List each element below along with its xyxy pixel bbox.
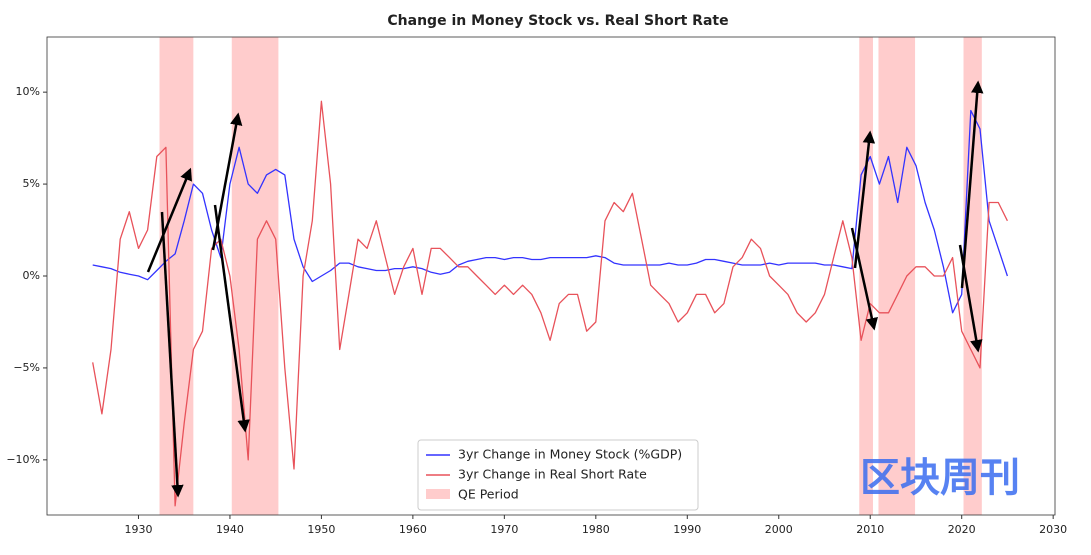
y-tick-label: −5%	[13, 361, 40, 374]
x-tick-label: 1980	[582, 523, 610, 536]
legend-label: QE Period	[458, 487, 519, 502]
y-tick-label: 5%	[23, 177, 40, 190]
x-tick-label: 1970	[490, 523, 518, 536]
x-tick-label: 1990	[673, 523, 701, 536]
arrow	[958, 244, 983, 353]
qe-band	[231, 37, 279, 515]
legend-swatch	[426, 489, 450, 499]
arrow	[853, 130, 876, 269]
legend-label: 3yr Change in Real Short Rate	[458, 467, 647, 482]
qe-band	[878, 37, 916, 515]
arrow	[960, 80, 984, 289]
x-tick-label: 1940	[216, 523, 244, 536]
arrow	[213, 204, 250, 433]
arrow	[160, 211, 184, 498]
x-tick-label: 1950	[307, 523, 335, 536]
x-tick-label: 2000	[765, 523, 793, 536]
x-tick-label: 2020	[948, 523, 976, 536]
y-tick-label: 10%	[16, 85, 40, 98]
legend-label: 3yr Change in Money Stock (%GDP)	[458, 447, 682, 462]
y-tick-label: 0%	[23, 269, 40, 282]
chart-title: Change in Money Stock vs. Real Short Rat…	[387, 13, 728, 29]
legend: 3yr Change in Money Stock (%GDP) 3yr Chan…	[417, 439, 699, 511]
x-tick-label: 2010	[856, 523, 884, 536]
legend-box	[417, 439, 699, 511]
watermark: 区块周刊	[860, 455, 1020, 501]
x-tick-label: 1960	[399, 523, 427, 536]
x-tick-label: 2030	[1039, 523, 1067, 536]
x-tick-label: 1930	[124, 523, 152, 536]
arrow	[850, 227, 878, 331]
y-tick-label: −10%	[6, 453, 40, 466]
arrows	[146, 80, 984, 498]
arrow	[146, 167, 192, 273]
